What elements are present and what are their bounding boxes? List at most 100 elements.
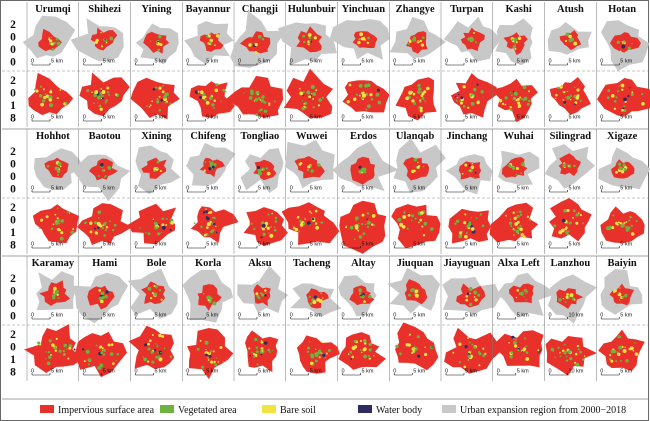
scale-bar-label: 5 km <box>258 313 270 319</box>
scale-bar-label: 5 km <box>258 186 270 192</box>
map-panel-hulunbuir-2000: 0 5 km <box>278 22 337 66</box>
urban-patch-baotou-2000 <box>89 158 118 181</box>
scale-bar-yining-2018: 0 5 km <box>135 115 167 122</box>
scale-bar-zero: 0 <box>393 242 396 248</box>
scale-bar-yinchuan-2018: 0 5 km <box>342 115 374 122</box>
city-name-hohhot: Hohhot <box>36 131 70 142</box>
year-digit: 2 <box>10 75 16 87</box>
map-panel-alxa-left-2000: 0 5 km <box>497 272 557 320</box>
scale-bar-zero: 0 <box>600 115 603 121</box>
scale-bar-zero: 0 <box>135 186 138 192</box>
city-name-xining: Xining <box>141 131 172 142</box>
city-column-alxa-left: Alxa Left 0 5 km 0 5 km <box>492 256 557 381</box>
scale-bar-zero: 0 <box>600 59 603 65</box>
urban-patch-hotan-2000 <box>610 32 641 53</box>
scale-bar-zero: 0 <box>342 186 345 192</box>
city-column-changji: Changji 0 5 km 0 5 km <box>225 2 286 127</box>
map-panel-hulunbuir-2018: 0 5 km <box>283 68 333 122</box>
year-digit: 0 <box>10 44 16 56</box>
city-name-zhangye: Zhangye <box>396 4 435 15</box>
scale-bar-label: 5 km <box>51 369 63 375</box>
map-panel-baotou-2000: 0 5 km <box>73 154 131 202</box>
map-panel-jiayuguan-2018: 0 5 km <box>444 327 500 376</box>
scale-bar-zero: 0 <box>83 369 86 375</box>
scale-bar-jiuquan-2000: 0 5 km <box>393 313 426 320</box>
scale-bar-label: 5 km <box>620 186 632 192</box>
legend-swatch <box>40 405 54 413</box>
map-panel-erdos-2000: 0 5 km <box>332 141 399 193</box>
city-column-jiuquan: Jiuquan 0 5 km 0 5 km <box>387 256 441 381</box>
scale-bar-label: 5 km <box>206 186 218 192</box>
scale-bar-label: 5 km <box>155 369 167 375</box>
city-name-bayannur: Bayannur <box>186 4 231 15</box>
scale-bar-zero: 0 <box>31 242 34 248</box>
urban-patch-atush-2018 <box>549 77 591 115</box>
map-panel-bole-2000: 0 5 km <box>127 268 178 320</box>
scale-bar-label: 5 km <box>155 59 167 65</box>
urban-patch-altay-2018 <box>338 332 386 370</box>
scale-bar-label: 5 km <box>362 369 374 375</box>
map-panel-chifeng-2000: 0 5 km <box>186 142 236 193</box>
scale-bar-label: 5 km <box>310 369 322 375</box>
scale-bar-label: 5 km <box>517 369 529 375</box>
map-panel-bole-2018: 0 5 km <box>128 325 175 376</box>
year-digit: 2 <box>10 329 16 341</box>
scale-bar-zero: 0 <box>135 313 138 319</box>
city-column-lanzhou: Lanzhou 0 10 km 0 10 km <box>544 256 597 381</box>
urban-patch-tongliao-2018 <box>243 207 288 247</box>
scale-bar-zero: 0 <box>549 115 552 121</box>
scale-bar-zero: 0 <box>497 369 500 375</box>
year-digit: 0 <box>10 286 16 298</box>
urban-patch-urumqi-2018 <box>28 72 74 116</box>
scale-bar-label: 5 km <box>206 115 218 121</box>
city-column-baotou: Baotou 0 5 km 0 5 km <box>73 129 133 254</box>
urban-patch-bayannur-2000 <box>199 32 224 52</box>
scale-bar-zero: 0 <box>600 186 603 192</box>
scale-bar-hami-2000: 0 5 km <box>83 313 115 320</box>
scale-bar-label: 5 km <box>155 186 167 192</box>
urban-patch-baiyin-2018 <box>598 329 645 371</box>
city-name-jiuquan: Jiuquan <box>397 258 434 269</box>
city-column-erdos: Erdos 0 5 km 0 5 km <box>332 129 399 254</box>
scale-bar-hulunbuir-2000: 0 5 km <box>290 59 322 66</box>
year-digit: 1 <box>10 354 16 366</box>
map-panel-alxa-left-2018: 0 5 km <box>496 330 544 376</box>
scale-bar-zero: 0 <box>393 369 396 375</box>
city-column-shihezi: Shihezi 0 5 km 0 5 km <box>70 2 130 127</box>
city-column-karamay: Karamay 0 5 km 0 5 km <box>24 256 83 381</box>
scale-bar-zero: 0 <box>342 115 345 121</box>
scale-bar-zero: 0 <box>290 369 293 375</box>
scale-bar-bayannur-2000: 0 5 km <box>186 59 219 66</box>
scale-bar-label: 5 km <box>51 242 63 248</box>
urban-patch-shihezi-2000 <box>90 27 118 51</box>
scale-bar-label: 5 km <box>569 115 581 121</box>
scale-bar-label: 5 km <box>206 242 218 248</box>
scale-bar-label: 5 km <box>465 186 477 192</box>
city-name-ulanqab: Ulanqab <box>396 131 435 142</box>
scale-bar-changji-2018: 0 5 km <box>238 115 270 122</box>
city-name-hotan: Hotan <box>608 4 636 15</box>
map-panel-jinchang-2000: 0 5 km <box>445 154 493 195</box>
map-panel-tacheng-2018: 0 5 km <box>290 335 340 376</box>
scale-bar-jinchang-2018: 0 5 km <box>445 242 477 249</box>
urban-patch-chifeng-2018 <box>190 206 239 243</box>
urban-patch-kashi-2018 <box>491 78 538 123</box>
scale-bar-zhangye-2000: 0 5 km <box>393 59 426 66</box>
map-panel-atush-2000: 0 5 km <box>547 22 592 66</box>
scale-bar-label: 5 km <box>206 59 218 65</box>
scale-bar-zero: 0 <box>83 186 86 192</box>
map-panel-jinchang-2018: 0 5 km <box>445 208 491 249</box>
scale-bar-label: 5 km <box>569 242 581 248</box>
map-panel-turpan-2000: 0 5 km <box>443 16 502 66</box>
urban-patch-turpan-2018 <box>451 73 497 118</box>
city-name-lanzhou: Lanzhou <box>551 258 591 269</box>
city-column-altay: Altay 0 5 km 0 5 km <box>337 256 386 381</box>
scale-bar-erdos-2000: 0 5 km <box>342 186 374 193</box>
scale-bar-zero: 0 <box>83 313 86 319</box>
scale-bar-zero: 0 <box>135 115 138 121</box>
year-label-2018: 2018 <box>10 329 16 379</box>
urban-patch-yinchuan-2000 <box>352 31 378 48</box>
scale-bar-altay-2018: 0 5 km <box>342 369 374 376</box>
